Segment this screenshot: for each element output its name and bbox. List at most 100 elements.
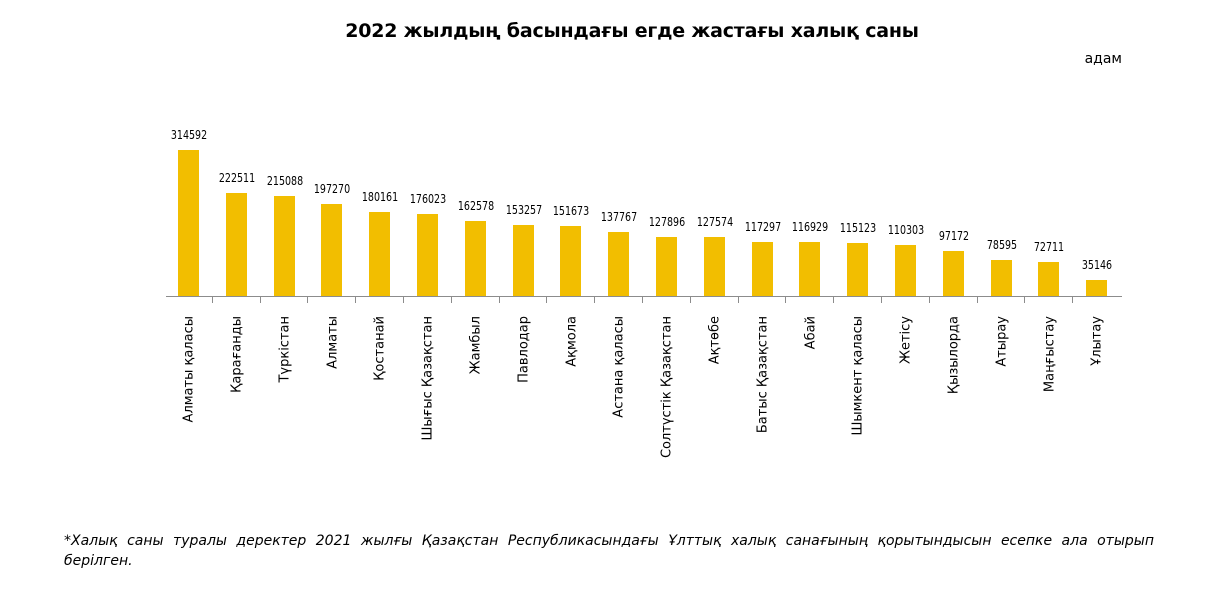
category-label: Солтүстік Қазақстан (642, 316, 692, 516)
data-label: 35146 (1082, 258, 1113, 272)
category-label: Жетісу (881, 316, 931, 516)
data-label: 116929 (792, 220, 829, 234)
category-label-text: Ақмола (564, 316, 580, 367)
bar-group: 110303 (881, 99, 931, 296)
bar (417, 214, 438, 296)
bar (464, 221, 486, 296)
category-label: Маңғыстау (1024, 316, 1074, 516)
category-label-text: Солтүстік Қазақстан (659, 316, 675, 459)
footnote: *Халық саны туралы деректер 2021 жылғы Қ… (64, 533, 1154, 569)
bar (895, 245, 916, 296)
data-label: 162578 (457, 199, 494, 213)
category-label-text: Ұлытау (1089, 316, 1105, 366)
data-label: 197270 (314, 182, 351, 196)
x-tick (833, 297, 835, 303)
bar (751, 242, 773, 296)
bar-group: 97172 (929, 99, 979, 296)
bar (1086, 280, 1108, 296)
category-label-text: Алматы қаласы (181, 316, 197, 423)
x-tick (642, 297, 643, 303)
bar (369, 212, 391, 296)
category-label: Түркістан (260, 316, 310, 516)
category-label: Шығыс Қазақстан (403, 316, 453, 516)
category-label: Қарағанды (212, 316, 262, 516)
bar (656, 237, 677, 296)
x-tick (928, 297, 930, 303)
bar (273, 196, 295, 296)
x-tick (211, 297, 213, 303)
x-tick (976, 297, 978, 303)
bar-group: 314592 (164, 99, 214, 296)
category-label-text: Алматы (325, 316, 341, 369)
category-label-text: Қостанай (372, 316, 388, 381)
category-label: Қызылорда (929, 316, 979, 516)
category-label: Абай (785, 316, 835, 516)
data-label: 176023 (409, 192, 447, 206)
x-tick (689, 297, 691, 303)
bar-group: 197270 (307, 99, 357, 296)
category-label: Батыс Қазақстан (738, 316, 788, 516)
category-label-text: Жетісу (898, 316, 914, 365)
bar-group: 151673 (546, 99, 596, 296)
category-label-text: Жамбыл (468, 316, 484, 375)
category-label: Астана қаласы (594, 316, 644, 516)
data-label: 222511 (218, 171, 255, 185)
data-label: 117297 (744, 220, 781, 234)
data-label: 180161 (362, 190, 399, 204)
category-label: Шымкент қаласы (833, 316, 883, 516)
category-label-text: Қызылорда (946, 316, 962, 395)
category-label-text: Қарағанды (229, 316, 245, 393)
bar-group: 127896 (642, 99, 692, 296)
category-label-text: Маңғыстау (1042, 316, 1058, 393)
data-label: 151673 (553, 204, 590, 218)
category-label-text: Абай (803, 316, 819, 350)
category-label-text: Шығыс Қазақстан (420, 316, 436, 441)
bar-group: 222511 (212, 99, 262, 296)
data-label: 97172 (938, 229, 969, 243)
category-label-text: Батыс Қазақстан (755, 316, 771, 434)
bar (1038, 262, 1060, 296)
x-tick (307, 297, 309, 303)
category-label: Павлодар (499, 316, 549, 516)
bar-group: 116929 (785, 99, 835, 296)
bar (225, 193, 247, 296)
x-tick (1024, 297, 1026, 303)
x-axis-line (166, 296, 1122, 297)
x-tick (355, 297, 357, 303)
data-label: 127574 (696, 215, 733, 229)
category-label-text: Астана қаласы (611, 316, 627, 418)
unit-label: адам (1084, 51, 1122, 67)
bar (608, 232, 630, 296)
category-label: Жамбыл (451, 316, 501, 516)
x-tick (881, 297, 882, 303)
x-tick (785, 297, 787, 303)
category-label-text: Атырау (994, 316, 1010, 367)
category-label: Алматы (307, 316, 357, 516)
x-tick (1072, 297, 1074, 303)
data-label: 137767 (601, 210, 638, 224)
bar-group: 127574 (690, 99, 740, 296)
data-label: 314592 (170, 128, 208, 142)
category-label: Ақтөбе (690, 316, 740, 516)
bar (799, 242, 821, 296)
category-label-text: Ақтөбе (707, 316, 723, 365)
data-label: 127896 (648, 215, 686, 229)
bar-group: 162578 (451, 99, 501, 296)
chart-title: 2022 жылдың басындағы егде жастағы халық… (345, 20, 919, 42)
x-tick (594, 297, 596, 303)
x-tick (546, 297, 548, 303)
x-tick (403, 297, 404, 303)
x-tick (498, 297, 500, 303)
bar-group: 115123 (833, 99, 883, 296)
bar-group: 176023 (403, 99, 453, 296)
data-label: 215088 (266, 174, 303, 188)
bar-group: 215088 (260, 99, 310, 296)
plot-area: 314592 222511 215088 197270 180161 176023 1625… (164, 99, 1122, 303)
category-label: Ұлытау (1072, 316, 1122, 516)
bar (990, 260, 1012, 296)
x-tick (450, 297, 452, 303)
bar-group: 78595 (977, 99, 1027, 296)
x-tick (737, 297, 739, 303)
bar-group: 72711 (1024, 99, 1074, 296)
category-label-text: Павлодар (516, 316, 532, 383)
